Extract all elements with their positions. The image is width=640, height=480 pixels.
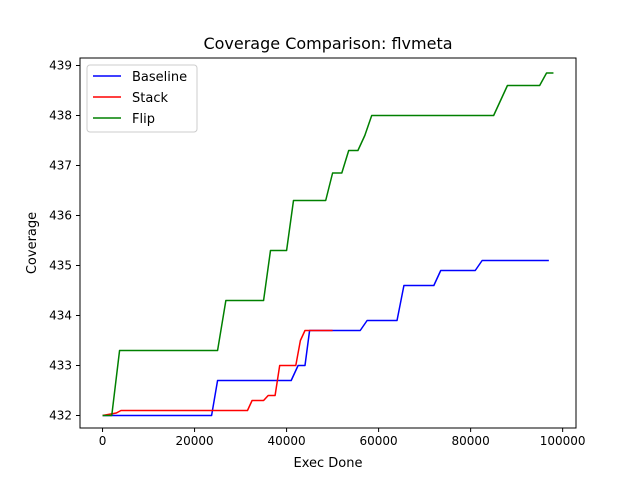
chart-title: Coverage Comparison: flvmeta bbox=[203, 34, 452, 53]
legend-label-stack: Stack bbox=[132, 91, 168, 106]
y-tick-label: 434 bbox=[49, 309, 72, 323]
y-tick-label: 439 bbox=[49, 59, 72, 73]
y-axis-label: Coverage bbox=[25, 212, 40, 274]
x-tick-label: 20000 bbox=[175, 434, 213, 448]
x-tick-label: 100000 bbox=[540, 434, 586, 448]
series-line-flip bbox=[102, 72, 554, 417]
y-tick-label: 435 bbox=[49, 259, 72, 273]
x-axis-ticks: 0 20000 40000 60000 80000 100000 bbox=[99, 428, 586, 448]
x-tick-label: 40000 bbox=[267, 434, 305, 448]
legend: Baseline Stack Flip bbox=[86, 64, 198, 133]
series-line-baseline bbox=[102, 259, 549, 417]
x-tick-label: 60000 bbox=[360, 434, 398, 448]
legend-box bbox=[86, 64, 198, 133]
x-tick-label: 0 bbox=[99, 434, 107, 448]
series-line-stack bbox=[102, 329, 333, 417]
y-tick-label: 438 bbox=[49, 109, 72, 123]
y-tick-label: 436 bbox=[49, 209, 72, 223]
plot-frame bbox=[79, 57, 577, 429]
y-tick-label: 432 bbox=[49, 409, 72, 423]
legend-label-baseline: Baseline bbox=[132, 70, 187, 85]
legend-label-flip: Flip bbox=[132, 112, 155, 127]
series-lines bbox=[102, 72, 554, 417]
x-tick-label: 80000 bbox=[452, 434, 490, 448]
y-axis-ticks: 432 433 434 435 436 437 438 439 bbox=[49, 59, 80, 423]
y-tick-label: 437 bbox=[49, 159, 72, 173]
x-axis-label: Exec Done bbox=[294, 456, 363, 471]
y-tick-label: 433 bbox=[49, 359, 72, 373]
